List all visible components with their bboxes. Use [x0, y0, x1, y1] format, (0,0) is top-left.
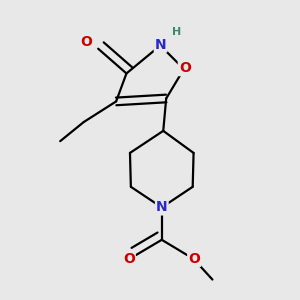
Text: O: O — [123, 252, 135, 266]
Text: N: N — [156, 200, 168, 214]
Text: O: O — [188, 252, 200, 266]
Text: O: O — [80, 34, 92, 49]
Text: O: O — [179, 61, 191, 75]
Text: N: N — [155, 38, 167, 52]
Text: H: H — [172, 27, 181, 37]
